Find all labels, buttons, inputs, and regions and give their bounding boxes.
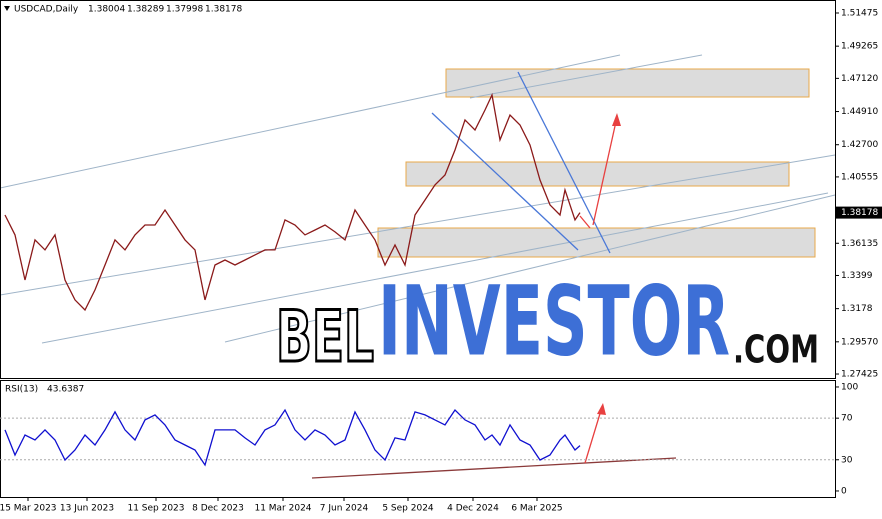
y-tick-label: 0 xyxy=(841,486,847,496)
y-tick-label: 1.3399 xyxy=(841,271,873,281)
arrow-head xyxy=(597,403,606,415)
y-tick-label: 1.49265 xyxy=(841,42,878,52)
arrow xyxy=(579,215,591,229)
high: 1.38289 xyxy=(127,5,164,15)
channel-line xyxy=(517,71,611,254)
close: 1.38178 xyxy=(205,5,242,15)
drawings xyxy=(0,54,836,479)
x-tick-label: 11 Sep 2023 xyxy=(127,504,184,514)
x-tick-label: 6 Mar 2025 xyxy=(511,504,562,514)
rsi-panel xyxy=(0,380,836,498)
rsi-value: 43.6387 xyxy=(47,385,84,395)
series-line xyxy=(4,408,581,467)
y-tick-label: 1.29570 xyxy=(841,337,878,347)
x-tick-label: 8 Dec 2023 xyxy=(192,504,244,514)
y-tick-label: 1.40555 xyxy=(841,172,878,182)
x-tick-label: 13 Jun 2023 xyxy=(60,504,114,514)
price-tag-label: 1.38178 xyxy=(841,208,878,218)
y-tick-label: 1.47120 xyxy=(841,74,878,84)
symbol-icon xyxy=(4,6,10,11)
x-tick-label: 7 Jun 2024 xyxy=(320,504,369,514)
y-tick-label: 1.42700 xyxy=(841,140,878,150)
x-tick-label: 15 Mar 2023 xyxy=(0,504,57,514)
trend-line xyxy=(0,154,836,296)
watermark-com: .COM xyxy=(733,328,819,372)
y-tick-label: 1.3178 xyxy=(841,304,873,314)
open: 1.38004 xyxy=(88,5,125,15)
y-tick-label: 70 xyxy=(841,414,853,424)
x-tick-label: 5 Sep 2024 xyxy=(382,504,434,514)
x-tick-label: 11 Mar 2024 xyxy=(254,504,311,514)
watermark: BEL INVESTOR .COM xyxy=(275,265,820,379)
watermark-investor: INVESTOR xyxy=(378,265,730,377)
x-tick-label: 4 Dec 2024 xyxy=(447,504,499,514)
series-line xyxy=(4,92,581,312)
price-panel xyxy=(0,0,836,379)
trend-line xyxy=(224,194,836,343)
y-tick-label: 1.36135 xyxy=(841,239,878,249)
trend-line xyxy=(0,54,621,189)
watermark-bel: BEL xyxy=(276,296,374,378)
arrow xyxy=(592,116,618,226)
trend-line xyxy=(41,192,829,344)
y-tick-label: 1.44910 xyxy=(841,107,878,117)
y-tick-label: 100 xyxy=(841,382,858,392)
channel-line xyxy=(431,112,579,251)
y-tick-label: 1.27425 xyxy=(841,370,878,380)
y-tick-label: 1.51475 xyxy=(841,8,878,18)
zone xyxy=(445,68,810,98)
y-tick-label: 30 xyxy=(841,455,853,465)
arrow-head xyxy=(612,113,621,126)
zone xyxy=(405,161,790,187)
rsi-trend xyxy=(311,457,677,479)
trend-line xyxy=(469,54,703,99)
arrow xyxy=(584,406,603,464)
price-tag xyxy=(836,206,882,219)
rsi-name: RSI(13) xyxy=(5,385,38,395)
low: 1.37998 xyxy=(166,5,203,15)
symbol: USDCAD,Daily xyxy=(14,5,79,15)
